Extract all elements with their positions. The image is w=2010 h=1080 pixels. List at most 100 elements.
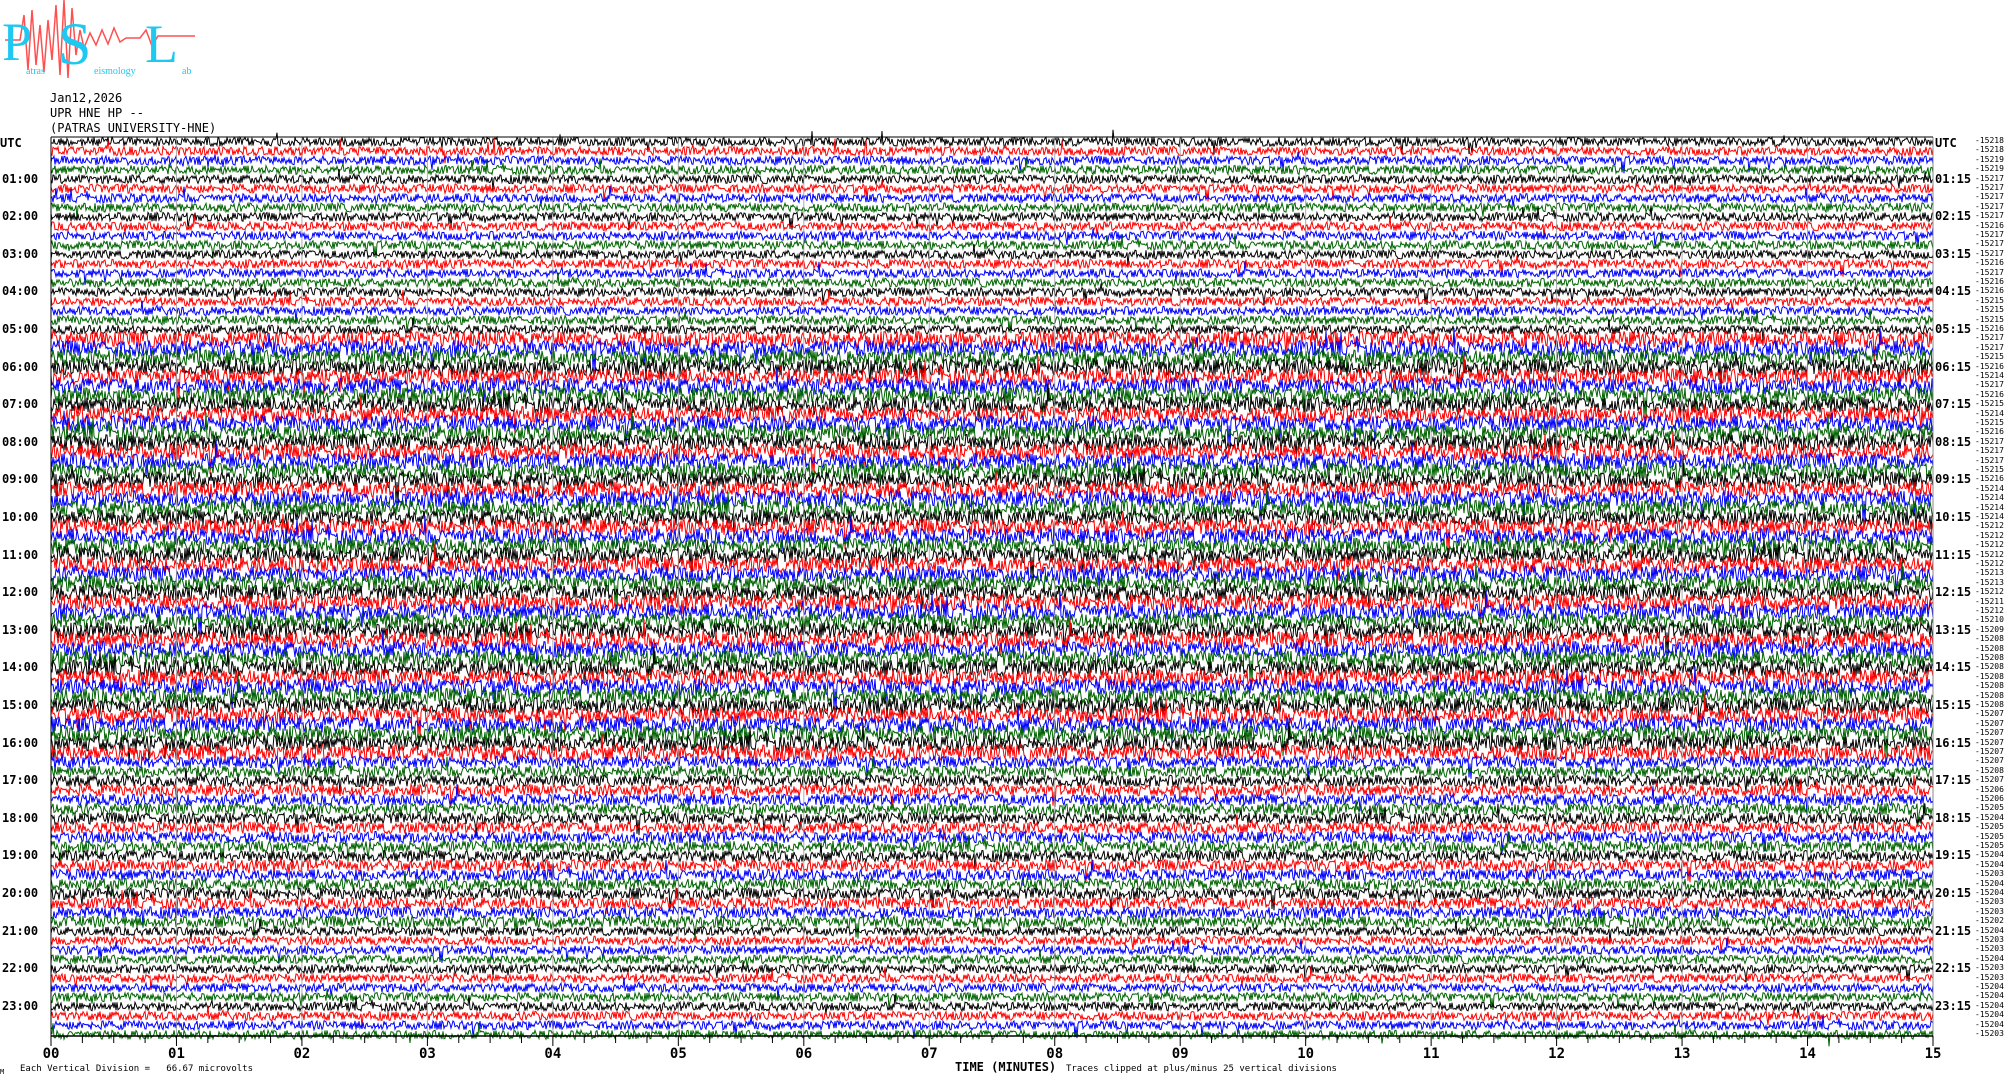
row-offset-value: -15210: [1975, 615, 2004, 625]
x-tick-label: 12: [1548, 1046, 1566, 1062]
right-hour-label: 20:15: [1935, 886, 1972, 900]
x-tick-label: 08: [1046, 1046, 1064, 1062]
row-offset-value: -15217: [1975, 267, 2004, 277]
trace-row: [50, 1015, 1934, 1039]
row-offset-value: -15216: [1975, 286, 2004, 296]
right-hour-label: 10:15: [1935, 510, 1972, 524]
row-offset-value: -15207: [1975, 756, 2004, 766]
trace-row: [50, 383, 1934, 420]
row-offset-value: -15215: [1975, 295, 2004, 305]
left-hour-label: 03:00: [2, 246, 39, 261]
right-hour-label: 23:15: [1935, 998, 1972, 1013]
row-offset-value: -15204: [1975, 953, 2004, 963]
x-tick-label: 11: [1422, 1046, 1440, 1062]
row-offset-value: -15203: [1975, 906, 2004, 916]
right-hour-label: 03:15: [1935, 246, 1972, 261]
trace-row: [50, 470, 1934, 511]
left-hour-label: 13:00: [2, 622, 39, 637]
trace-row: [50, 988, 1934, 1011]
row-offset-value: -15207: [1975, 775, 2004, 785]
logo-letter-l: L: [145, 14, 178, 74]
left-hour-label: 21:00: [2, 923, 39, 938]
trace-row: [50, 966, 1934, 991]
row-offset-value: -15214: [1975, 493, 2004, 503]
trace-row: [50, 534, 1934, 580]
left-hour-label: 22:00: [2, 961, 39, 976]
row-offset-value: -15214: [1975, 483, 2004, 493]
trace-row: [50, 734, 1934, 774]
psl-logo: P S L atras eismology ab: [0, 0, 200, 80]
trace-row: [50, 755, 1934, 784]
trace-row: [50, 317, 1934, 342]
trace-row: [50, 151, 1934, 174]
row-offset-value: -15217: [1975, 192, 2004, 202]
row-offset-value: -15216: [1975, 474, 2004, 484]
row-offset-value: -15207: [1975, 728, 2004, 738]
left-hour-label: 10:00: [2, 510, 39, 524]
row-offset-value: -15213: [1975, 568, 2004, 578]
row-offset-value: -15218: [1975, 145, 2004, 155]
network-label: (PATRAS UNIVERSITY-HNE): [50, 121, 217, 135]
row-offset-value: -15204: [1975, 925, 2004, 935]
right-hour-label: 17:15: [1935, 773, 1972, 788]
trace-row: [50, 429, 1934, 464]
trace-row: [50, 674, 1934, 718]
row-offset-value: -15208: [1975, 643, 2004, 653]
row-offset-value: -15207: [1975, 747, 2004, 756]
row-offset-value: -15204: [1975, 991, 2004, 1001]
row-offset-value: -15207: [1975, 709, 2004, 719]
trace-row: [50, 586, 1934, 627]
trace-row: [50, 870, 1934, 900]
row-offset-value: -15217: [1975, 333, 2004, 343]
trace-row: [50, 408, 1934, 448]
trace-row: [50, 300, 1934, 323]
row-offset-value: -15216: [1975, 389, 2004, 399]
left-hour-label: 11:00: [2, 547, 39, 562]
row-offset-value: -15204: [1975, 1019, 2004, 1029]
right-hour-label: 18:15: [1935, 810, 1972, 825]
right-hour-label: 14:15: [1935, 660, 1972, 675]
right-hour-label: 12:15: [1935, 585, 1972, 600]
right-hour-label: 19:15: [1935, 848, 1972, 863]
trace-row: [50, 933, 1934, 954]
row-offset-value: -15204: [1975, 888, 2004, 897]
trace-row: [50, 351, 1934, 392]
row-offset-value: -15202: [1975, 916, 2004, 926]
clip-note: Traces clipped at plus/minus 25 vertical…: [1066, 1064, 1337, 1074]
row-offset-value: -15212: [1975, 549, 2004, 559]
row-offset-value: -15219: [1975, 164, 2004, 174]
trace-row: [50, 854, 1934, 883]
trace-row: [50, 826, 1934, 854]
right-hour-label: 06:15: [1935, 359, 1972, 374]
trace-row: [50, 227, 1934, 249]
left-hour-label: 07:00: [2, 397, 39, 412]
logo-graphic: P S L atras eismology ab: [2, 0, 195, 79]
trace-row: [50, 157, 1934, 179]
trace-row: [50, 666, 1934, 711]
trace-row: [50, 906, 1934, 940]
row-offset-value: -15215: [1975, 305, 2004, 315]
x-tick-label: 04: [544, 1046, 562, 1062]
row-offset-value: -15219: [1975, 154, 2004, 164]
row-offset-value: -15212: [1975, 606, 2004, 615]
vertical-division-note: Each Vertical Division = 66.67 microvolt…: [20, 1064, 253, 1074]
left-hour-label: 05:00: [2, 322, 39, 336]
right-hour-label: 08:15: [1935, 434, 1972, 449]
row-offset-value: -15203: [1975, 944, 2004, 954]
trace-row: [50, 574, 1934, 614]
row-offset-value: -15214: [1975, 512, 2004, 521]
left-hour-label: 19:00: [2, 848, 39, 863]
trace-row: [50, 186, 1934, 207]
right-hour-label: 16:15: [1935, 735, 1972, 750]
right-hour-label: 05:15: [1935, 322, 1972, 336]
left-hour-label: 08:00: [2, 434, 39, 449]
trace-row: [50, 214, 1934, 238]
trace-row: [50, 483, 1933, 523]
left-axis-title: UTC: [0, 136, 22, 150]
row-offset-value: -15215: [1975, 465, 2004, 474]
trace-row: [50, 590, 1934, 635]
right-hour-label: 13:15: [1935, 622, 1972, 637]
row-offset-value: -15205: [1975, 822, 2004, 832]
trace-row: [50, 614, 1934, 655]
